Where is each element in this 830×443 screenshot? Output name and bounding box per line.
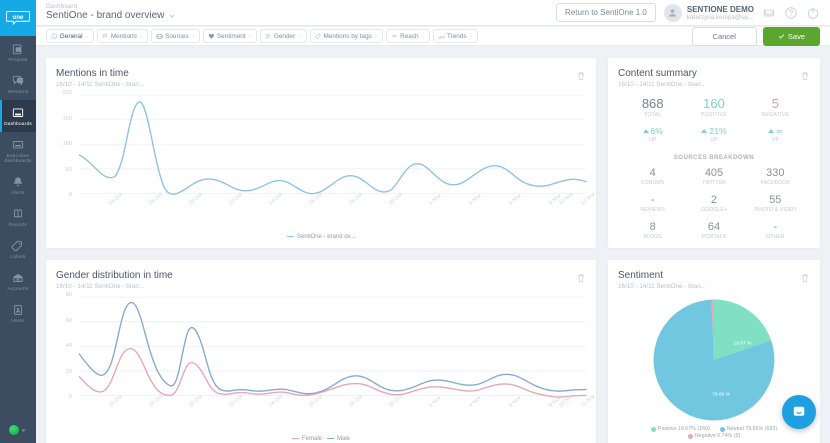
svg-text:19.67 %: 19.67 %: [733, 340, 752, 346]
svg-text:79.66 %: 79.66 %: [712, 392, 731, 398]
svg-text:one: one: [13, 15, 24, 21]
